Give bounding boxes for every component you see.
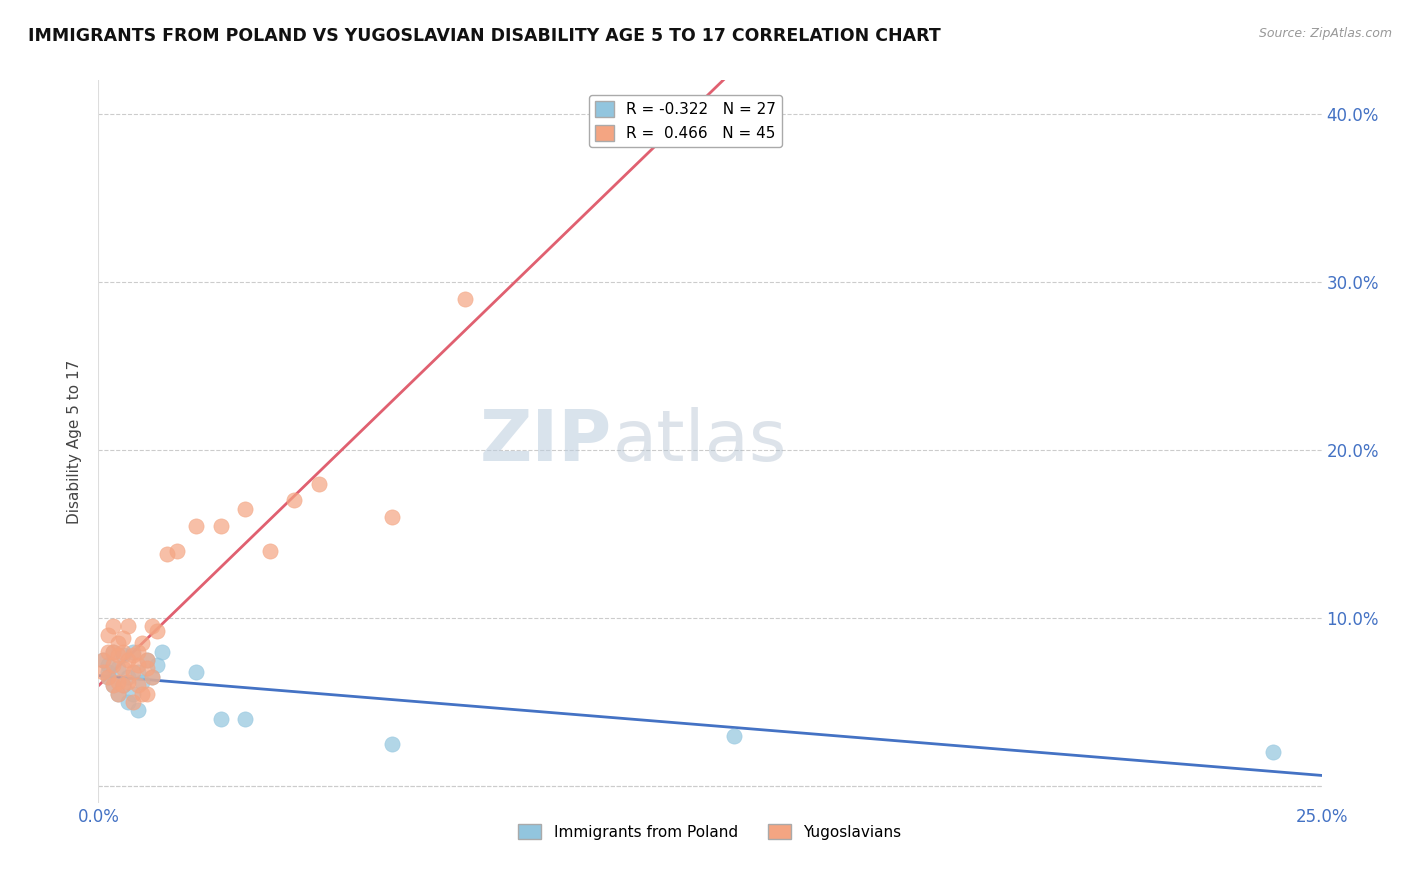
Point bbox=[97, 628, 120, 642]
Point bbox=[233, 501, 256, 516]
Point bbox=[146, 624, 169, 639]
Point bbox=[127, 658, 149, 673]
Point bbox=[136, 653, 159, 667]
Point bbox=[141, 619, 163, 633]
Point bbox=[121, 648, 143, 662]
Point bbox=[111, 678, 134, 692]
Point bbox=[91, 665, 114, 679]
Point bbox=[101, 678, 124, 692]
Point bbox=[101, 658, 124, 673]
Point bbox=[127, 644, 149, 658]
Point bbox=[131, 674, 153, 689]
Point bbox=[136, 653, 159, 667]
Point bbox=[117, 695, 139, 709]
Point bbox=[117, 674, 139, 689]
Point bbox=[117, 653, 139, 667]
Point bbox=[127, 678, 149, 692]
Point bbox=[107, 674, 129, 689]
Point bbox=[101, 644, 124, 658]
Point bbox=[723, 729, 745, 743]
Point bbox=[141, 670, 163, 684]
Point bbox=[107, 661, 129, 675]
Point bbox=[186, 518, 208, 533]
Point bbox=[150, 644, 173, 658]
Point bbox=[381, 737, 404, 751]
Point bbox=[626, 124, 648, 138]
Point bbox=[166, 543, 188, 558]
Point bbox=[111, 648, 134, 662]
Text: Source: ZipAtlas.com: Source: ZipAtlas.com bbox=[1258, 27, 1392, 40]
Point bbox=[111, 644, 134, 658]
Point bbox=[141, 670, 163, 684]
Point bbox=[127, 703, 149, 717]
Point bbox=[308, 476, 330, 491]
Point bbox=[101, 678, 124, 692]
Point bbox=[259, 543, 281, 558]
Point bbox=[186, 665, 208, 679]
Point bbox=[121, 665, 143, 679]
Point bbox=[91, 653, 114, 667]
Point bbox=[111, 661, 134, 675]
Point bbox=[121, 695, 143, 709]
Point bbox=[131, 687, 153, 701]
Point bbox=[107, 648, 129, 662]
Point bbox=[101, 644, 124, 658]
Point bbox=[156, 547, 179, 561]
Point bbox=[1261, 745, 1284, 759]
Point bbox=[121, 687, 143, 701]
Point bbox=[233, 712, 256, 726]
Point bbox=[146, 658, 169, 673]
Point bbox=[97, 670, 120, 684]
Point bbox=[136, 687, 159, 701]
Point bbox=[97, 644, 120, 658]
Point bbox=[97, 670, 120, 684]
Point bbox=[117, 670, 139, 684]
Point bbox=[107, 687, 129, 701]
Point bbox=[209, 518, 232, 533]
Point bbox=[111, 678, 134, 692]
Point bbox=[107, 636, 129, 650]
Point bbox=[136, 661, 159, 675]
Text: atlas: atlas bbox=[612, 407, 786, 476]
Point bbox=[107, 687, 129, 701]
Point bbox=[209, 712, 232, 726]
Point bbox=[97, 658, 120, 673]
Point bbox=[454, 292, 477, 306]
Point bbox=[117, 619, 139, 633]
Point bbox=[121, 644, 143, 658]
Legend: Immigrants from Poland, Yugoslavians: Immigrants from Poland, Yugoslavians bbox=[512, 818, 908, 846]
Text: IMMIGRANTS FROM POLAND VS YUGOSLAVIAN DISABILITY AGE 5 TO 17 CORRELATION CHART: IMMIGRANTS FROM POLAND VS YUGOSLAVIAN DI… bbox=[28, 27, 941, 45]
Point bbox=[91, 653, 114, 667]
Text: ZIP: ZIP bbox=[479, 407, 612, 476]
Point bbox=[131, 636, 153, 650]
Point bbox=[127, 665, 149, 679]
Point bbox=[381, 510, 404, 524]
Point bbox=[111, 631, 134, 645]
Point bbox=[283, 493, 305, 508]
Y-axis label: Disability Age 5 to 17: Disability Age 5 to 17 bbox=[67, 359, 83, 524]
Point bbox=[97, 665, 120, 679]
Point bbox=[101, 619, 124, 633]
